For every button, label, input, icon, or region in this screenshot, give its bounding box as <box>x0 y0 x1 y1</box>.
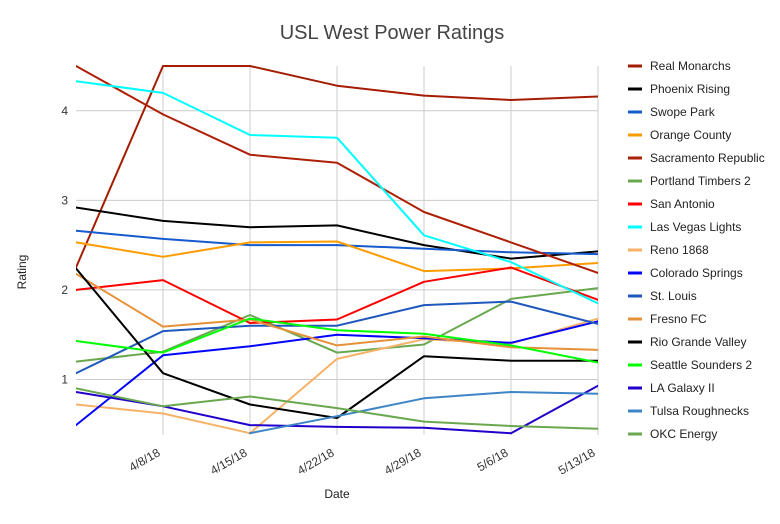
series-line-san-antonio <box>76 266 598 324</box>
y-tick-label: 2 <box>61 283 68 297</box>
series-line-rio-grande-valley <box>76 267 598 419</box>
series-line-colorado-springs <box>76 320 598 427</box>
legend-label-portland-timbers-2: Portland Timbers 2 <box>650 174 751 188</box>
series-line-phoenix-rising <box>76 206 598 260</box>
series-line-okc-energy <box>76 387 598 430</box>
series-line-fresno-fc <box>76 272 598 351</box>
series-line-tulsa-roughnecks <box>249 391 598 435</box>
legend-label-rio-grande-valley: Rio Grande Valley <box>650 335 747 349</box>
legend-label-reno-1868: Reno 1868 <box>650 243 709 257</box>
legend: Real Monarchs Phoenix Rising Swope Park Ora… <box>628 59 765 441</box>
series-line-real-monarchs <box>76 65 598 269</box>
chart-title: USL West Power Ratings <box>280 22 505 44</box>
legend-label-las-vegas-lights: Las Vegas Lights <box>650 220 741 234</box>
legend-label-fresno-fc: Fresno FC <box>650 312 707 326</box>
y-tick-label: 1 <box>61 372 68 386</box>
y-axis-label: Rating <box>15 255 29 290</box>
legend-label-tulsa-roughnecks: Tulsa Roughnecks <box>650 404 749 418</box>
legend-label-okc-energy: OKC Energy <box>650 427 717 441</box>
legend-label-sacramento-republic: Sacramento Republic <box>650 151 765 165</box>
legend-label-st-louis: St. Louis <box>650 289 697 303</box>
series-line-swope-park <box>76 229 598 256</box>
legend-label-seattle-sounders-2: Seattle Sounders 2 <box>650 358 752 372</box>
y-tick-label: 4 <box>61 104 68 118</box>
legend-label-real-monarchs: Real Monarchs <box>650 59 731 73</box>
legend-label-la-galaxy-ii: LA Galaxy II <box>650 381 715 395</box>
y-tick-label: 3 <box>61 193 68 207</box>
y-axis-ticks: 1 2 3 4 <box>61 104 68 387</box>
legend-label-colorado-springs: Colorado Springs <box>650 266 743 280</box>
series-line-sacramento-republic <box>76 65 598 274</box>
series-line-seattle-sounders-2 <box>76 317 598 364</box>
series-lines <box>76 65 598 435</box>
legend-label-orange-county: Orange County <box>650 128 731 142</box>
legend-label-swope-park: Swope Park <box>650 105 716 119</box>
series-line-las-vegas-lights <box>76 80 598 305</box>
series-line-st-louis <box>76 300 598 375</box>
legend-label-phoenix-rising: Phoenix Rising <box>650 82 730 96</box>
legend-label-san-antonio: San Antonio <box>650 197 715 211</box>
x-axis-label: Date <box>324 487 350 501</box>
